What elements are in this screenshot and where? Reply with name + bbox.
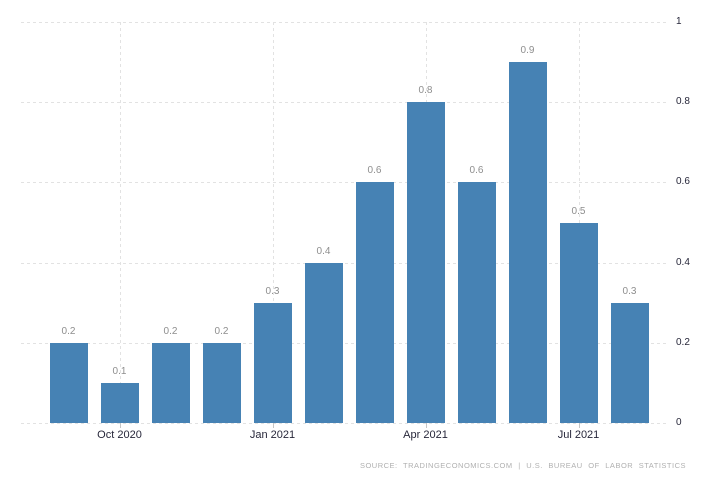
bar-value-label: 0.1 xyxy=(112,365,127,377)
y-tick-label: 0.8 xyxy=(676,96,690,108)
y-tick-label: 0 xyxy=(676,417,682,428)
y-gridline xyxy=(21,182,667,184)
y-tick-label: 0.6 xyxy=(676,176,690,188)
bar[interactable] xyxy=(151,342,190,423)
bar-value-label: 0.3 xyxy=(265,285,280,297)
bar-value-label: 0.3 xyxy=(622,285,637,297)
bar-value-label: 0.6 xyxy=(469,165,484,177)
bar-value-label: 0.2 xyxy=(214,325,229,337)
y-tick-label: 0.4 xyxy=(676,256,690,268)
x-tick-mark xyxy=(578,423,580,428)
bar[interactable] xyxy=(406,102,445,423)
x-gridline xyxy=(272,22,274,423)
y-gridline xyxy=(21,102,667,104)
bar-value-label: 0.2 xyxy=(163,325,178,337)
bar-value-label: 0.6 xyxy=(367,165,382,177)
source-attribution: SOURCE: TRADINGECONOMICS.COM | U.S. BURE… xyxy=(359,461,686,470)
x-tick-mark xyxy=(119,423,121,428)
bar-value-label: 0.4 xyxy=(316,245,331,257)
x-tick-label: Oct 2020 xyxy=(97,429,142,441)
x-tick-mark xyxy=(272,423,274,428)
bar-value-label: 0.8 xyxy=(418,85,433,97)
y-tick-label: 0.2 xyxy=(676,336,690,348)
bar[interactable] xyxy=(253,302,292,423)
bar[interactable] xyxy=(49,342,88,423)
bar-value-label: 0.2 xyxy=(61,325,76,337)
bar[interactable] xyxy=(559,222,598,423)
x-tick-mark xyxy=(425,423,427,428)
bar[interactable] xyxy=(610,302,649,423)
x-tick-label: Apr 2021 xyxy=(403,429,448,441)
x-tick-label: Jul 2021 xyxy=(557,429,600,441)
x-gridline xyxy=(119,22,121,423)
bar[interactable] xyxy=(355,182,394,423)
bar[interactable] xyxy=(304,262,343,423)
x-tick-label: Jan 2021 xyxy=(249,429,296,441)
bar[interactable] xyxy=(202,342,241,423)
y-gridline xyxy=(21,423,667,424)
bar[interactable] xyxy=(457,182,496,423)
y-gridline xyxy=(21,262,667,264)
plot-area: 0.2 0.1 0.2 0.2 0.3 0.4 0.6 0.8 0.6 0.9 0.5 0.3 xyxy=(21,22,667,424)
bar[interactable] xyxy=(100,382,139,423)
y-tick-label: 1 xyxy=(676,16,682,27)
bar[interactable] xyxy=(508,62,547,423)
y-gridline xyxy=(21,22,667,23)
bar-value-label: 0.5 xyxy=(571,205,586,217)
y-gridline xyxy=(21,342,667,344)
bar-value-label: 0.9 xyxy=(520,45,535,57)
